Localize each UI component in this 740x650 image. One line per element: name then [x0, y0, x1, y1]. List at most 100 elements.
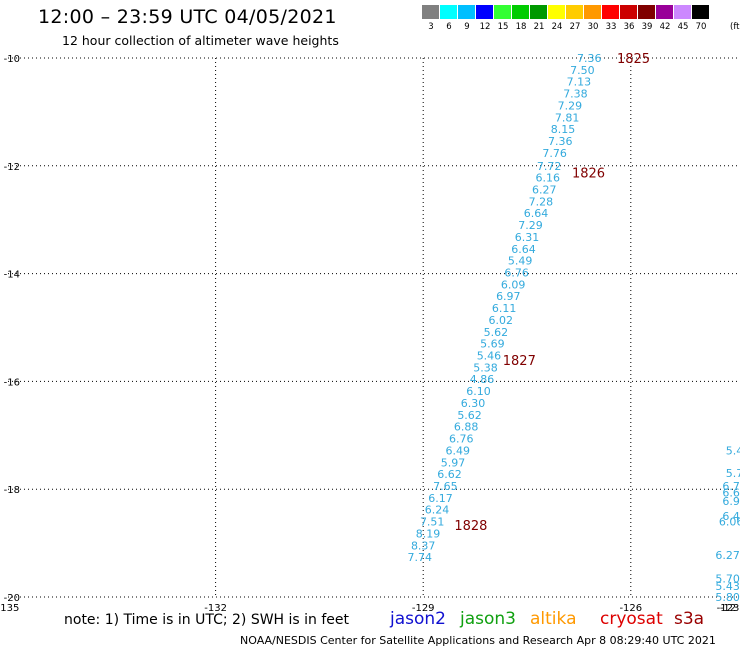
legend-swatch — [476, 5, 494, 19]
swh-value-label: 6.27 — [532, 184, 557, 197]
legend-label: 70 — [695, 22, 707, 32]
y-tick-label: -10 — [4, 54, 20, 65]
swh-value-label: 6.31 — [515, 231, 540, 244]
swh-value-label: 7.36 — [548, 135, 573, 148]
legend-swatch — [692, 5, 710, 19]
legend-label: 12 — [479, 22, 491, 32]
legend-item: 45 — [674, 5, 692, 32]
chart-title: 12:00 – 23:59 UTC 04/05/2021 — [38, 6, 337, 28]
satellite-jason3-label: jason3 — [460, 609, 516, 629]
swh-value-label: 5.43 — [715, 580, 740, 593]
legend-label: 30 — [587, 22, 599, 32]
legend-item: 21 — [530, 5, 548, 32]
swh-value-label: 7.76 — [542, 147, 567, 160]
swh-value-label: 5.97 — [441, 456, 466, 469]
swh-value-label: 5.74 — [726, 467, 740, 480]
legend-label: 27 — [569, 22, 581, 32]
y-tick-label: -12 — [4, 162, 20, 173]
swh-value-label: 6.02 — [488, 314, 513, 327]
swh-value-label: 6.40 — [722, 510, 740, 523]
swh-value-label: 8.37 — [411, 539, 436, 552]
legend-item: 12 — [476, 5, 494, 32]
time-label: 1828 — [454, 519, 487, 534]
swh-value-label: 7.29 — [518, 219, 543, 232]
legend-swatch — [440, 5, 458, 19]
x-tick-label: -129 — [412, 603, 435, 614]
swh-value-label: 7.74 — [407, 551, 432, 564]
x-tick-label: -132 — [204, 603, 227, 614]
legend-item: 39 — [638, 5, 656, 32]
x-tick-label: -135 — [0, 603, 19, 614]
legend-item: 15 — [494, 5, 512, 32]
swh-value-label: 5.69 — [480, 338, 505, 351]
swh-value-label: 6.24 — [425, 504, 450, 517]
y-tick-label: -20 — [4, 593, 20, 604]
legend-item: 27 — [566, 5, 584, 32]
swh-value-label: 5.70 — [715, 573, 740, 586]
swh-value-label: 7.36 — [577, 52, 602, 65]
time-label: 1826 — [572, 166, 605, 181]
swh-value-label: 5.62 — [457, 409, 482, 422]
legend-label: 42 — [659, 22, 671, 32]
y-tick-label: -18 — [4, 485, 20, 496]
swh-value-label: 6.27 — [715, 549, 740, 562]
satellite-s3a-label: s3a — [674, 609, 705, 629]
time-label: 1825 — [617, 52, 650, 67]
swh-value-label: 8.19 — [416, 527, 441, 540]
swh-value-label: 7.51 — [420, 516, 445, 529]
legend-swatch — [620, 5, 638, 19]
legend-swatch — [638, 5, 656, 19]
swh-value-label: 7.72 — [537, 160, 562, 173]
legend-swatch — [584, 5, 602, 19]
swh-value-label: 6.11 — [492, 302, 517, 315]
legend-label: 36 — [623, 22, 635, 32]
legend-label: 3 — [428, 22, 434, 32]
legend-item: 33 — [602, 5, 620, 32]
legend-item: 36 — [620, 5, 638, 32]
legend-item: 24 — [548, 5, 566, 32]
swh-value-label: 6.09 — [501, 278, 526, 291]
legend-label: 18 — [515, 22, 527, 32]
satellite-altika-label: altika — [530, 609, 577, 629]
satellite-jason2-label: jason2 — [390, 609, 446, 629]
swh-value-label: 6.30 — [461, 397, 486, 410]
y-tick-label: -14 — [4, 270, 20, 281]
legend-item: 3 — [422, 5, 440, 32]
swh-value-label: 4.86 — [470, 373, 495, 386]
swh-value-label: 5.49 — [508, 255, 533, 268]
swh-value-label: 6.10 — [466, 385, 491, 398]
legend-label: 39 — [641, 22, 653, 32]
swh-value-label: 6.64 — [524, 207, 549, 220]
legend-item: 70 — [692, 5, 710, 32]
legend-swatch — [602, 5, 620, 19]
legend-item: 18 — [512, 5, 530, 32]
x-tick-label: -12 — [720, 603, 736, 614]
satellite-cryosat-label: cryosat — [600, 609, 663, 629]
legend-unit: (ft) — [730, 22, 740, 32]
legend-swatch — [530, 5, 548, 19]
footer-note: note: 1) Time is in UTC; 2) SWH is in fe… — [64, 612, 350, 628]
time-label: 1827 — [503, 354, 536, 369]
swh-value-label: 7.28 — [529, 195, 554, 208]
legend-swatch — [656, 5, 674, 19]
legend-swatch — [512, 5, 530, 19]
legend-swatch — [566, 5, 584, 19]
legend-swatch — [548, 5, 566, 19]
swh-value-label: 5.41 — [726, 444, 740, 457]
legend-label: 21 — [533, 22, 545, 32]
swh-value-label: 6.64 — [511, 243, 536, 256]
swh-value-label: 7.38 — [563, 88, 588, 101]
swh-value-label: 6.76 — [449, 433, 474, 446]
swh-value-label: 7.50 — [570, 64, 595, 77]
swh-value-label: 6.70 — [722, 480, 740, 493]
swh-value-label: 7.13 — [567, 76, 592, 89]
y-tick-label: -16 — [4, 377, 20, 388]
swh-value-label: 6.97 — [496, 290, 521, 303]
legend-label: 6 — [446, 22, 452, 32]
swh-value-label: 8.15 — [551, 123, 576, 136]
legend-label: 33 — [605, 22, 617, 32]
legend-label: 9 — [464, 22, 470, 32]
footer-credit: NOAA/NESDIS Center for Satellite Applica… — [240, 634, 716, 647]
legend-swatch — [458, 5, 476, 19]
x-tick-label: -123 — [717, 603, 740, 614]
